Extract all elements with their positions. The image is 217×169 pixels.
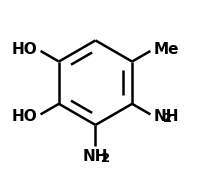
Text: NH: NH (83, 149, 108, 164)
Text: 2: 2 (163, 112, 173, 125)
Text: Me: Me (153, 42, 179, 57)
Text: 2: 2 (101, 152, 110, 165)
Text: HO: HO (12, 42, 38, 57)
Text: HO: HO (12, 108, 38, 124)
Text: NH: NH (153, 108, 179, 124)
